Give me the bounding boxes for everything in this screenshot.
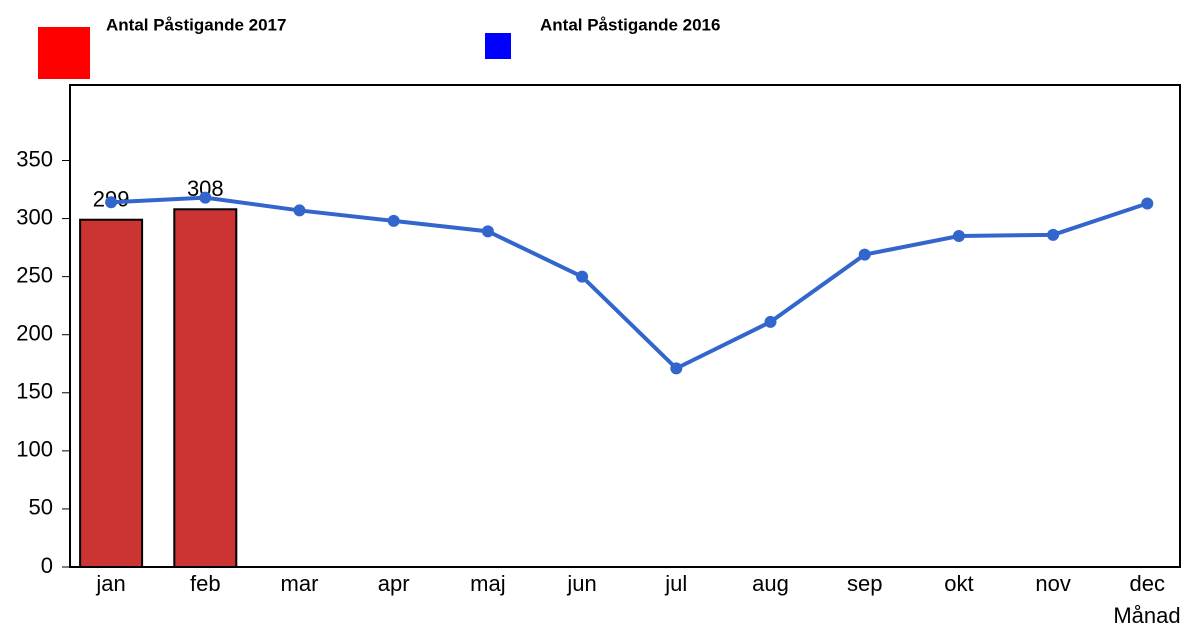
x-tick-label: jan	[95, 571, 125, 596]
bar	[79, 218, 144, 568]
legend-label: Antal Påstigande 2016	[540, 15, 720, 34]
x-tick-label: aug	[752, 571, 789, 596]
line-point	[1141, 197, 1154, 210]
line-point	[387, 214, 400, 227]
y-tick-label: 350	[16, 146, 53, 171]
x-tick-label: feb	[190, 571, 221, 596]
bar	[173, 208, 238, 569]
x-tick-label: apr	[378, 571, 410, 596]
line-point	[576, 270, 589, 283]
y-tick-label: 300	[16, 204, 53, 229]
x-axis-title: Månad	[1113, 603, 1180, 627]
line-point	[199, 191, 212, 204]
legend-label: Antal Påstigande 2017	[106, 15, 286, 34]
line-point	[764, 315, 777, 328]
y-tick-label: 50	[29, 495, 53, 520]
line-point	[105, 196, 118, 209]
legend-swatch	[485, 33, 511, 59]
y-tick-label: 150	[16, 379, 53, 404]
x-tick-label: dec	[1130, 571, 1165, 596]
x-tick-label: mar	[281, 571, 319, 596]
y-tick-label: 0	[41, 553, 53, 578]
y-tick-label: 250	[16, 262, 53, 287]
line-point	[952, 229, 965, 242]
line-point	[670, 362, 683, 375]
x-tick-label: nov	[1035, 571, 1070, 596]
y-tick-label: 200	[16, 321, 53, 346]
plot-frame	[69, 84, 1181, 568]
legend-swatch	[38, 27, 90, 79]
line-point	[293, 204, 306, 217]
x-tick-label: maj	[470, 571, 505, 596]
x-tick-label: jul	[664, 571, 687, 596]
line-point	[481, 225, 494, 238]
x-tick-label: jun	[566, 571, 596, 596]
line	[111, 195, 1148, 371]
line-point	[1047, 228, 1060, 241]
line-point	[858, 248, 871, 261]
x-tick-label: okt	[944, 571, 973, 596]
y-tick-label: 100	[16, 437, 53, 462]
x-tick-label: sep	[847, 571, 882, 596]
